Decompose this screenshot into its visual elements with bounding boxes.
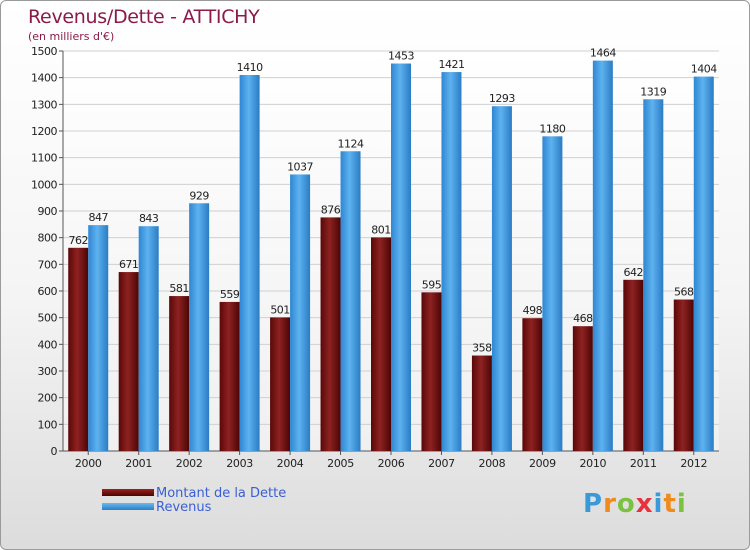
y-tick-label: 500 bbox=[38, 312, 58, 325]
data-label-revenus: 1180 bbox=[539, 122, 565, 135]
logo-letter: o bbox=[616, 489, 636, 519]
data-label-revenus: 1124 bbox=[338, 137, 364, 150]
data-label-revenus: 1464 bbox=[590, 47, 616, 60]
x-tick-label: 2002 bbox=[176, 457, 203, 470]
data-label-dette: 559 bbox=[220, 288, 240, 301]
bar-dette bbox=[371, 237, 391, 451]
bar-revenus bbox=[491, 106, 512, 451]
y-tick-label: 1000 bbox=[31, 178, 57, 191]
data-label-revenus: 1453 bbox=[388, 50, 414, 63]
data-label-dette: 358 bbox=[472, 342, 492, 355]
bar-revenus bbox=[542, 136, 563, 452]
data-label-dette: 581 bbox=[169, 282, 189, 295]
x-tick-label: 2012 bbox=[680, 457, 707, 470]
legend-swatch-revenus bbox=[102, 503, 154, 510]
x-tick-label: 2000 bbox=[75, 457, 102, 470]
bar-dette bbox=[118, 272, 139, 451]
bar-revenus bbox=[693, 76, 714, 451]
bar-dette bbox=[572, 326, 593, 451]
y-tick-label: 1200 bbox=[31, 125, 57, 138]
data-label-revenus: 929 bbox=[189, 189, 209, 202]
legend-label-revenus: Revenus bbox=[156, 500, 212, 515]
logo-letter: t bbox=[663, 489, 677, 519]
y-tick-label: 1500 bbox=[31, 45, 57, 58]
data-label-dette: 568 bbox=[674, 286, 694, 299]
data-label-revenus: 843 bbox=[139, 212, 159, 225]
x-tick-label: 2007 bbox=[428, 457, 455, 470]
data-label-dette: 876 bbox=[321, 203, 341, 216]
x-tick-label: 2004 bbox=[277, 457, 304, 470]
bar-revenus bbox=[441, 72, 462, 452]
chart-title: Revenus/Dette - ATTICHY bbox=[28, 6, 260, 28]
proxiti-logo: Proxiti bbox=[583, 489, 687, 519]
data-label-revenus: 1410 bbox=[237, 61, 263, 74]
bar-revenus bbox=[239, 75, 260, 451]
logo-letter: i bbox=[676, 489, 687, 519]
data-label-dette: 468 bbox=[573, 312, 593, 325]
bar-dette bbox=[169, 296, 190, 451]
x-tick-label: 2006 bbox=[378, 457, 405, 470]
bar-dette bbox=[219, 301, 240, 451]
data-label-dette: 801 bbox=[371, 223, 391, 236]
y-tick-label: 200 bbox=[38, 392, 58, 405]
data-label-revenus: 1037 bbox=[287, 160, 313, 173]
logo-letter: x bbox=[635, 489, 654, 519]
data-label-dette: 671 bbox=[119, 258, 139, 271]
x-tick-label: 2009 bbox=[529, 457, 556, 470]
logo-letter: r bbox=[603, 489, 617, 519]
data-label-dette: 595 bbox=[422, 278, 442, 291]
x-tick-label: 2008 bbox=[479, 457, 506, 470]
data-label-dette: 501 bbox=[270, 303, 290, 316]
data-label-dette: 642 bbox=[624, 266, 644, 279]
bar-dette bbox=[270, 317, 291, 451]
bar-dette bbox=[471, 355, 492, 451]
bar-revenus bbox=[340, 151, 361, 451]
bar-dette bbox=[421, 292, 442, 451]
x-tick-label: 2010 bbox=[579, 457, 606, 470]
x-tick-label: 2001 bbox=[125, 457, 152, 470]
bar-revenus bbox=[138, 226, 159, 451]
y-tick-label: 300 bbox=[38, 365, 58, 378]
y-tick-label: 0 bbox=[51, 445, 58, 458]
bar-revenus bbox=[290, 174, 311, 451]
bar-dette bbox=[320, 217, 341, 451]
bar-dette bbox=[673, 299, 694, 451]
y-tick-label: 1100 bbox=[31, 152, 57, 165]
bar-dette bbox=[68, 247, 89, 451]
data-label-dette: 498 bbox=[523, 304, 543, 317]
y-tick-label: 1300 bbox=[31, 98, 57, 111]
data-label-revenus: 1404 bbox=[691, 63, 717, 76]
bar-dette bbox=[522, 318, 543, 451]
chart-subtitle: (en milliers d'€) bbox=[28, 30, 115, 43]
bar-revenus bbox=[592, 60, 613, 451]
legend-label-dette: Montant de la Dette bbox=[156, 486, 287, 501]
bar-revenus bbox=[189, 203, 210, 451]
logo-letter: P bbox=[583, 489, 604, 519]
data-label-revenus: 1421 bbox=[438, 58, 464, 71]
data-label-revenus: 1319 bbox=[640, 85, 666, 98]
data-label-revenus: 847 bbox=[88, 211, 108, 224]
x-tick-label: 2011 bbox=[630, 457, 657, 470]
bar-revenus bbox=[391, 63, 411, 452]
y-tick-label: 900 bbox=[38, 205, 58, 218]
x-tick-label: 2003 bbox=[226, 457, 253, 470]
y-tick-label: 600 bbox=[38, 285, 58, 298]
legend-swatch-dette bbox=[102, 489, 154, 496]
logo-letter: i bbox=[653, 489, 664, 519]
y-tick-label: 1400 bbox=[31, 72, 57, 85]
y-tick-label: 800 bbox=[38, 232, 58, 245]
data-label-revenus: 1293 bbox=[489, 92, 515, 105]
x-tick-label: 2005 bbox=[327, 457, 354, 470]
y-tick-label: 100 bbox=[38, 418, 58, 431]
bar-revenus bbox=[643, 99, 664, 452]
bar-dette bbox=[623, 279, 644, 451]
bar-revenus bbox=[88, 225, 109, 451]
data-label-dette: 762 bbox=[68, 234, 88, 247]
y-tick-label: 700 bbox=[38, 258, 58, 271]
y-tick-label: 400 bbox=[38, 338, 58, 351]
